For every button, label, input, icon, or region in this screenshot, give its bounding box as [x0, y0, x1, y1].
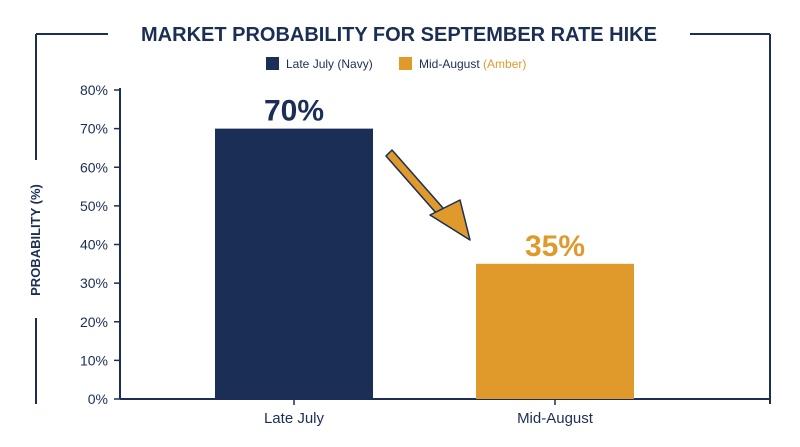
- y-tick-label: 50%: [80, 198, 108, 214]
- y-tick-label: 80%: [80, 82, 108, 98]
- y-tick-label: 30%: [80, 275, 108, 291]
- y-axis-label: PROBABILITY (%): [28, 184, 43, 296]
- legend-swatch-late-july: [266, 57, 279, 70]
- y-tick-label: 10%: [80, 352, 108, 368]
- x-tick-label: Late July: [264, 410, 325, 427]
- y-tick-label: 0%: [88, 391, 108, 407]
- bar: [215, 128, 373, 399]
- y-tick-label: 70%: [80, 121, 108, 137]
- bar: [476, 263, 634, 399]
- chart-title: MARKET PROBABILITY FOR SEPTEMBER RATE HI…: [141, 24, 657, 46]
- y-axis: 0% 10% 20% 30% 40% 50% 60% 70% 80%: [80, 82, 770, 407]
- legend-swatch-mid-august: [399, 57, 412, 70]
- bar-value-label: 70%: [264, 95, 324, 128]
- y-tick-label: 40%: [80, 237, 108, 253]
- x-tick-label: Mid-August: [517, 410, 594, 427]
- bar-value-label: 35%: [525, 230, 585, 263]
- trend-arrow: [385, 149, 471, 241]
- y-tick-label: 20%: [80, 314, 108, 330]
- y-tick-label: 60%: [80, 159, 108, 175]
- legend-label-late-july: Late July (Navy): [286, 57, 373, 71]
- bars: 70% Late July 35% Mid-August: [215, 95, 634, 427]
- chart-frame: [35, 33, 771, 404]
- legend: Late July (Navy) Mid-August (Amber): [266, 57, 526, 71]
- legend-label-mid-august: Mid-August (Amber): [419, 57, 526, 71]
